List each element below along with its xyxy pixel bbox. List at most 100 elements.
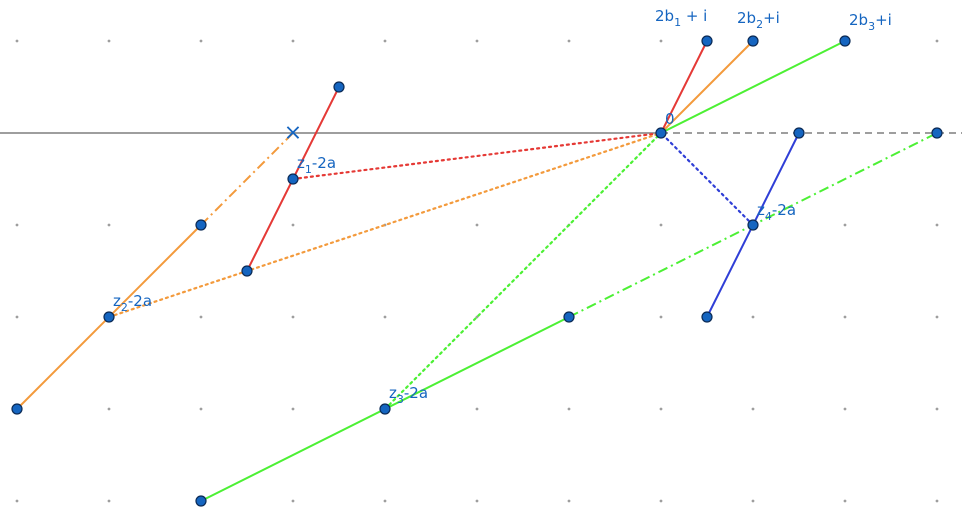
grid-dot: [15, 315, 19, 319]
grid-dot: [751, 499, 755, 503]
label-z3-suffix: -2a: [404, 384, 428, 402]
grid-dot: [659, 407, 663, 411]
grid-dot: [567, 407, 571, 411]
grid-dot: [291, 315, 295, 319]
point-marker[interactable]: [747, 219, 759, 231]
grid-dot: [659, 39, 663, 43]
grid-dot: [107, 39, 111, 43]
label-2b2-subscript: 2: [756, 18, 763, 31]
point-marker[interactable]: [333, 81, 345, 93]
grid-dot: [935, 499, 939, 503]
grid-dot: [659, 499, 663, 503]
label-2b3-suffix: +i: [875, 11, 892, 29]
grid-dot: [935, 315, 939, 319]
point-marker[interactable]: [701, 311, 713, 323]
label-z3-subscript: 3: [397, 393, 404, 406]
grid-dot: [291, 407, 295, 411]
grid-dot: [383, 39, 387, 43]
grid-dot: [659, 223, 663, 227]
grid-dot: [15, 223, 19, 227]
green-b3-ray: [660, 40, 846, 134]
label-2b1-subscript: 1: [674, 16, 681, 29]
grid-dot: [291, 223, 295, 227]
grid-dot: [291, 39, 295, 43]
green-dotted-link: [383, 131, 663, 411]
x-marker: ×: [284, 121, 302, 146]
label-z1-suffix: -2a: [312, 154, 336, 172]
grid-dot: [15, 499, 19, 503]
label-z4-subscript: 4: [765, 210, 772, 223]
label-2b3-subscript: 3: [868, 20, 875, 33]
grid-dot: [751, 407, 755, 411]
grid-dot: [475, 223, 479, 227]
label-z2-suffix: -2a: [128, 292, 152, 310]
label-z3-minus-2a: z3-2a: [389, 384, 428, 406]
label-2b2-plus-i: 2b2+i: [737, 9, 780, 31]
grid-dot: [567, 499, 571, 503]
point-marker[interactable]: [655, 127, 667, 139]
label-z1-subscript: 1: [305, 163, 312, 176]
point-marker[interactable]: [11, 403, 23, 415]
grid-dot: [935, 407, 939, 411]
grid-dot: [475, 39, 479, 43]
grid-dot: [751, 315, 755, 319]
grid-dot: [291, 499, 295, 503]
label-2b3-main: 2b: [849, 11, 868, 29]
grid-dot: [659, 315, 663, 319]
point-marker[interactable]: [103, 311, 115, 323]
label-z3-main: z: [389, 384, 397, 402]
grid-dot: [107, 407, 111, 411]
grid-dot: [383, 315, 387, 319]
label-2b3-plus-i: 2b3+i: [849, 11, 892, 33]
orange-dotted-link: [107, 131, 663, 319]
segments-layer: [16, 40, 938, 502]
label-2b1-main: 2b: [655, 7, 674, 25]
point-marker[interactable]: [839, 35, 851, 47]
grid-dot: [199, 407, 203, 411]
label-2b1-plus-i: 2b1 + i: [655, 7, 707, 29]
grid-dot: [843, 407, 847, 411]
label-z4-suffix: -2a: [772, 201, 796, 219]
grid-dot: [107, 499, 111, 503]
point-marker[interactable]: [195, 495, 207, 507]
grid-dot: [935, 223, 939, 227]
grid-dot: [199, 39, 203, 43]
point-marker[interactable]: [379, 403, 391, 415]
label-z1-minus-2a: z1-2a: [297, 154, 336, 176]
point-marker[interactable]: [563, 311, 575, 323]
point-marker[interactable]: [287, 173, 299, 185]
label-z2-minus-2a: z2-2a: [113, 292, 152, 314]
label-2b2-suffix: +i: [763, 9, 780, 27]
blue-dotted-link: [659, 131, 755, 227]
point-marker[interactable]: [241, 265, 253, 277]
label-2b2-main: 2b: [737, 9, 756, 27]
grid-dot: [199, 315, 203, 319]
orange-b2-ray: [660, 40, 754, 134]
grid-dot: [843, 499, 847, 503]
grid-dot: [567, 39, 571, 43]
point-marker[interactable]: [747, 35, 759, 47]
label-2b1-suffix: + i: [681, 7, 707, 25]
points-layer: [11, 35, 943, 507]
red-b1-ray: [660, 40, 708, 134]
grid-dot: [15, 39, 19, 43]
grid-dot: [843, 223, 847, 227]
point-marker[interactable]: [931, 127, 943, 139]
grid-dot: [107, 223, 111, 227]
grid-dot: [935, 39, 939, 43]
origin-label: 0: [665, 110, 675, 128]
point-marker[interactable]: [793, 127, 805, 139]
grid-dot: [475, 499, 479, 503]
red-dotted-link: [291, 131, 663, 181]
label-z2-main: z: [113, 292, 121, 310]
label-z4-main: z: [757, 201, 765, 219]
label-z1-main: z: [297, 154, 305, 172]
label-z2-subscript: 2: [121, 301, 128, 314]
orange-dashdot-extension: [200, 132, 294, 226]
label-z4-minus-2a: z4-2a: [757, 201, 796, 223]
point-marker[interactable]: [701, 35, 713, 47]
point-marker[interactable]: [195, 219, 207, 231]
grid-dot: [383, 499, 387, 503]
grid-dot: [475, 407, 479, 411]
